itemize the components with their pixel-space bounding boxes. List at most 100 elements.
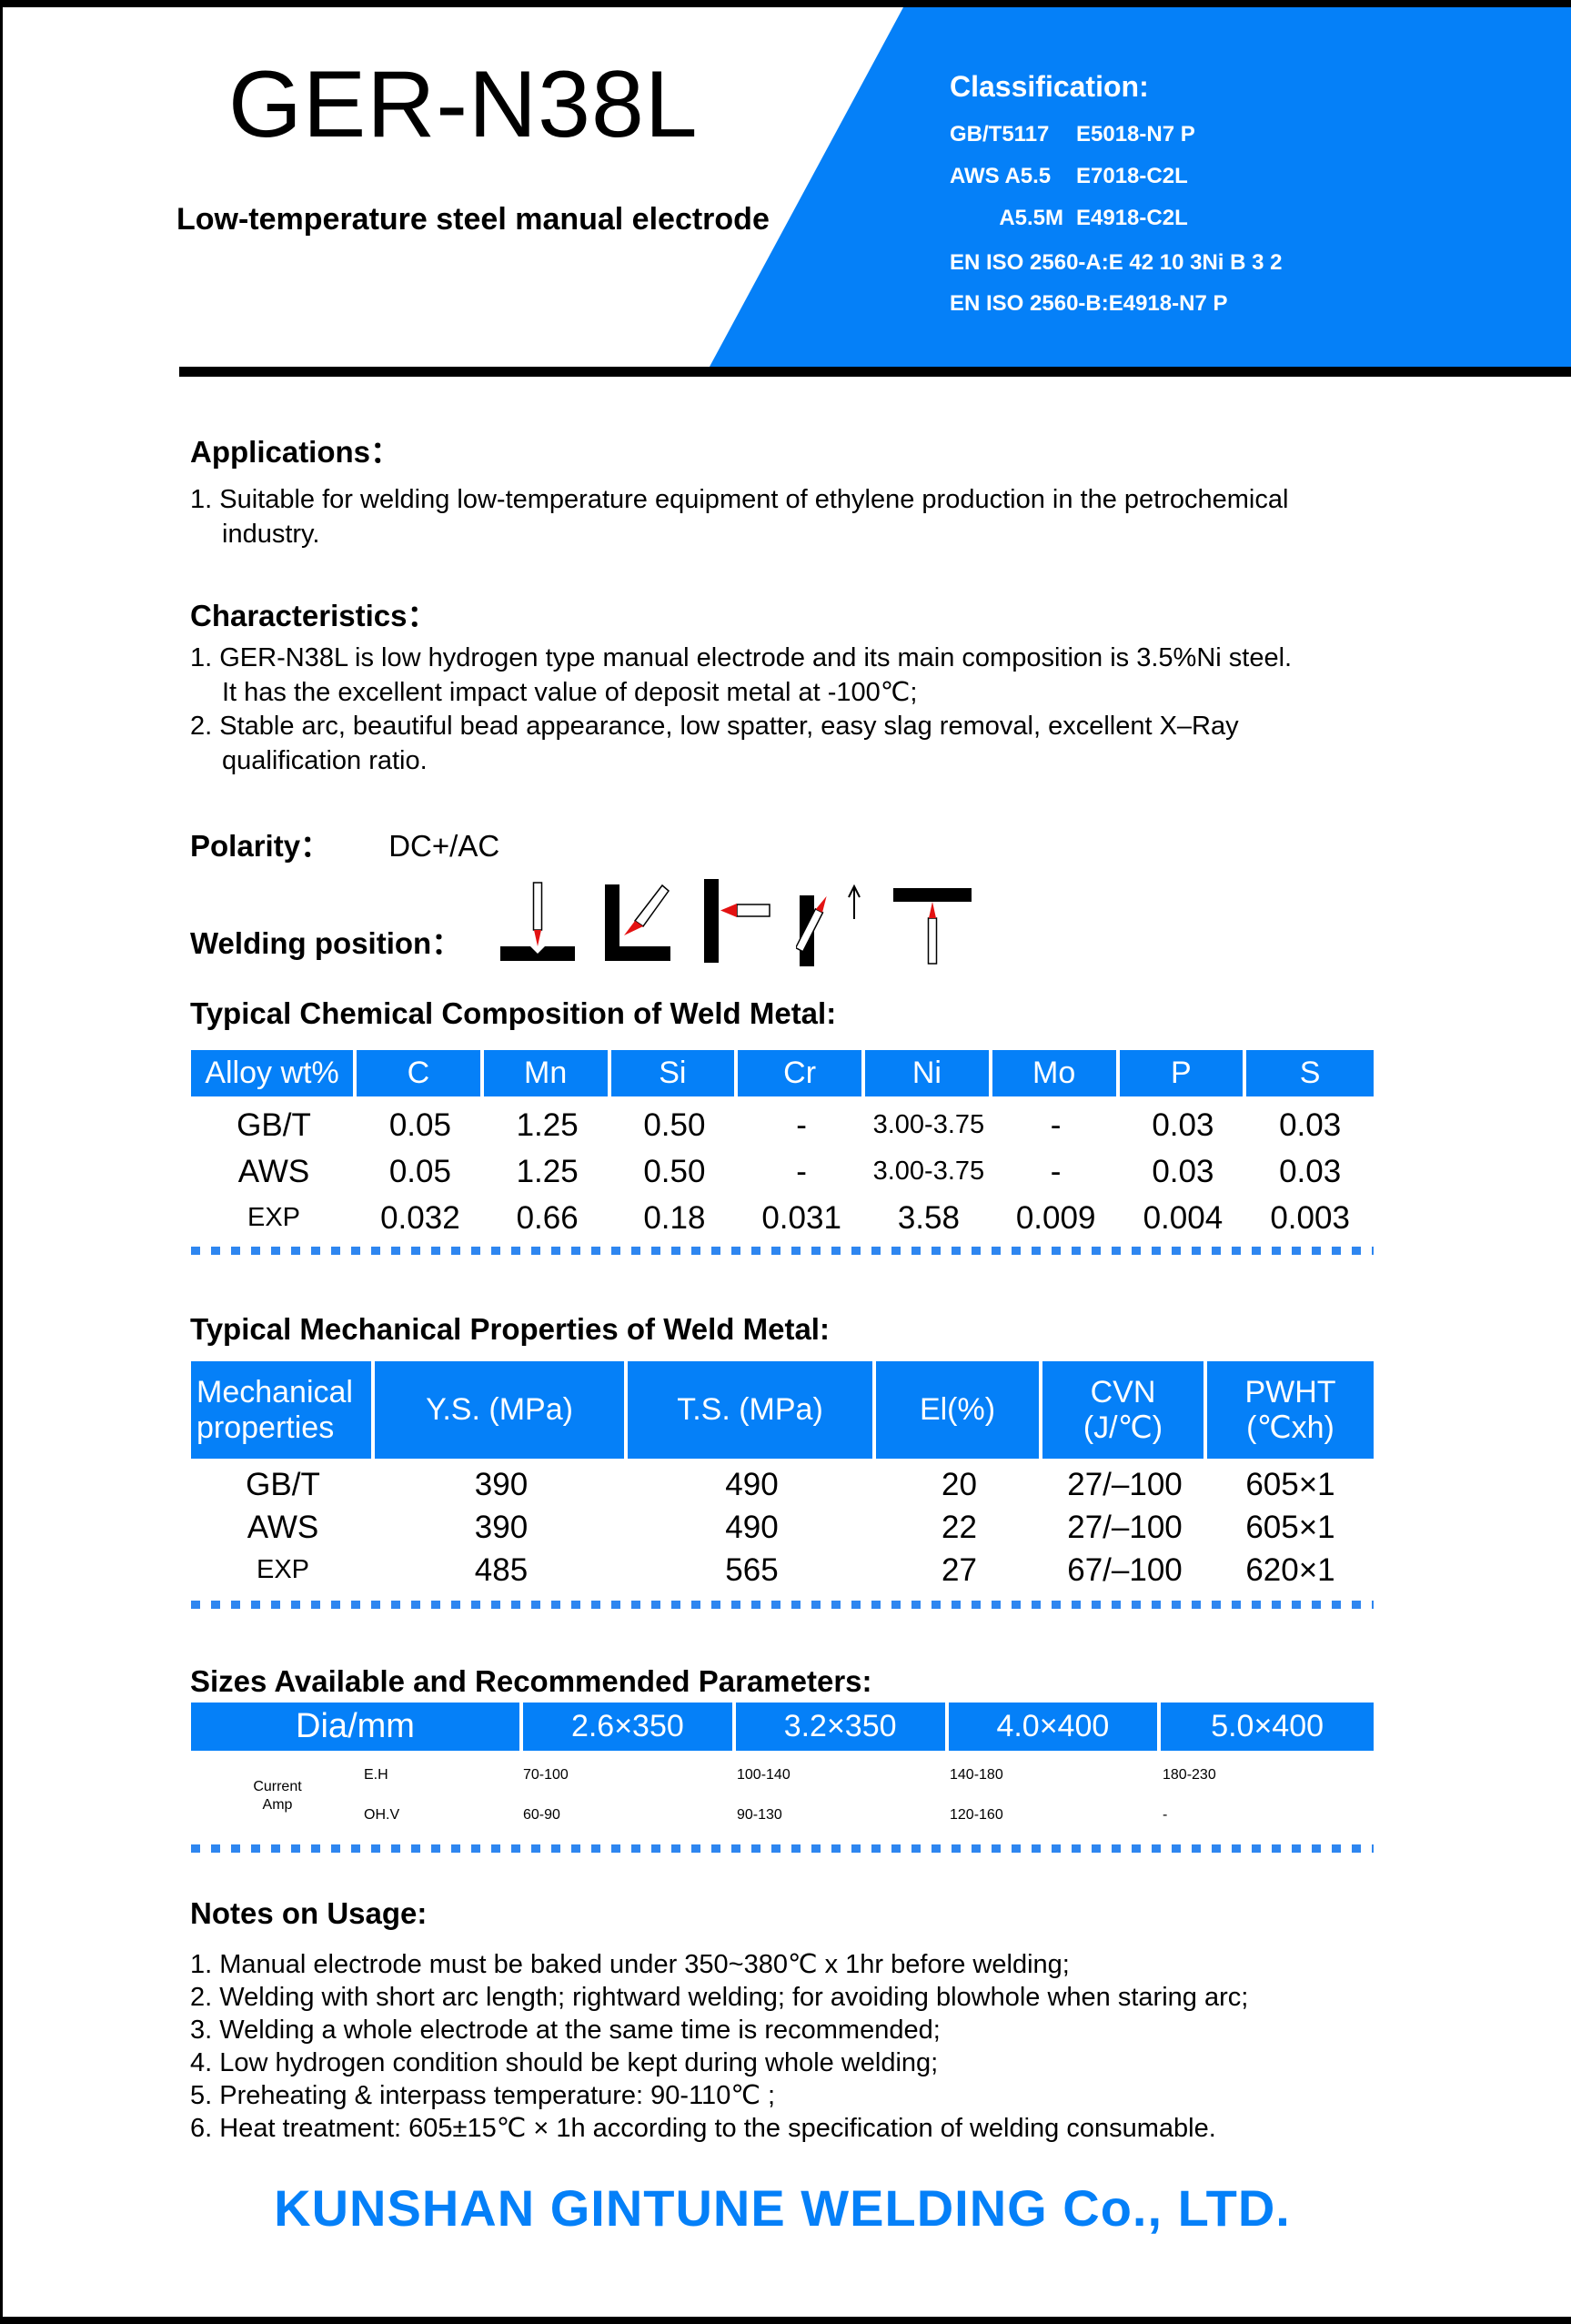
- mech-cell: 27: [942, 1551, 977, 1588]
- classification-panel: Classification: GB/T5117 E5018-N7 P AWS A5…: [710, 7, 1571, 367]
- notes-line: 4. Low hydrogen condition should be kept…: [190, 2048, 939, 2077]
- mech-table-header: Mechanical properties Y.S. (MPa) T.S. (MPa…: [191, 1361, 1374, 1459]
- mech-column-header: T.S. (MPa): [628, 1361, 876, 1459]
- mech-cell: 490: [725, 1509, 779, 1545]
- chem-cell: 0.03: [1152, 1153, 1214, 1189]
- characteristics-heading: Characteristics：: [190, 599, 438, 632]
- classification-grade: E7018-C2L: [1076, 164, 1188, 188]
- chem-column-header: Ni: [865, 1050, 992, 1096]
- chem-cell: -: [796, 1153, 807, 1189]
- notes-line: 3. Welding a whole electrode at the same…: [190, 2016, 941, 2045]
- notes-line: 5. Preheating & interpass temperature: 9…: [190, 2081, 775, 2110]
- mech-cell: 485: [474, 1551, 529, 1588]
- product-title: GER-N38L: [228, 52, 699, 157]
- sizes-cell: -: [1163, 1806, 1168, 1823]
- sizes-row-label: OH.V: [364, 1806, 400, 1823]
- mech-column-header: Mechanical properties: [191, 1361, 375, 1459]
- left-border: [0, 0, 3, 2324]
- sizes-cell: 140-180: [950, 1767, 1003, 1783]
- mech-table-separator: [191, 1601, 1374, 1609]
- chem-cell: 0.03: [1279, 1153, 1342, 1189]
- welding-position-label: Welding position：: [190, 926, 462, 960]
- chem-column-header: Cr: [738, 1050, 865, 1096]
- bottom-border: [0, 2317, 1571, 2324]
- chem-table-body: GB/T 0.05 1.25 0.50 - 3.00-3.75 - 0.03 0.03 AWS 0.…: [191, 1102, 1374, 1241]
- mech-cell: 490: [725, 1466, 779, 1502]
- chem-column-header: Mn: [483, 1050, 611, 1096]
- polarity-row: Polarity： DC+/AC: [190, 828, 499, 864]
- chem-row-label: EXP: [247, 1203, 301, 1232]
- characteristics-line: 1. GER-N38L is low hydrogen type manual …: [190, 643, 1293, 672]
- sizes-column-header: 3.2×350: [735, 1703, 949, 1751]
- notes-line: 6. Heat treatment: 605±15℃ × 1h accordin…: [190, 2114, 1216, 2143]
- chem-column-header: S: [1246, 1050, 1374, 1096]
- mech-row-label: EXP: [256, 1555, 310, 1584]
- chem-cell: 0.50: [643, 1106, 706, 1143]
- mech-table-body: GB/T 390 490 20 27/–100 605×1 AWS 390 490 22 27/–1…: [191, 1463, 1374, 1591]
- flat-position-icon: [498, 879, 577, 966]
- top-border: [0, 0, 1571, 7]
- mech-column-header: El(%): [876, 1361, 1042, 1459]
- chem-table-row: EXP 0.032 0.66 0.18 0.031 3.58 0.009 0.004 0.003: [191, 1195, 1374, 1241]
- chem-cell: 3.00-3.75: [872, 1110, 985, 1139]
- company-name: KUNSHAN GINTUNE WELDING Co., LTD.: [274, 2179, 1291, 2237]
- applications-heading: Applications：: [190, 435, 401, 469]
- welding-position-icons: [498, 879, 972, 968]
- chem-cell: 3.58: [897, 1199, 960, 1236]
- chem-table-row: AWS 0.05 1.25 0.50 - 3.00-3.75 - 0.03 0.03: [191, 1148, 1374, 1195]
- sizes-table-body: Current Amp E.H 70-100 100-140 140-180 180-23…: [191, 1756, 1374, 1835]
- notes-text: 1. Manual electrode must be baked under …: [190, 1948, 1248, 2145]
- sizes-column-header: 2.6×350: [523, 1703, 736, 1751]
- mech-column-header: Y.S. (MPa): [375, 1361, 628, 1459]
- chem-cell: 0.50: [643, 1153, 706, 1189]
- classification-en-iso-lines: EN ISO 2560-A:E 42 10 3Ni B 3 2 EN ISO 25…: [950, 242, 1283, 324]
- classification-standard: GB/T5117: [950, 122, 1050, 147]
- chem-cell: 3.00-3.75: [872, 1157, 985, 1186]
- mech-cell: 605×1: [1245, 1466, 1335, 1502]
- chem-column-header: Si: [610, 1050, 739, 1096]
- sizes-cell: 100-140: [737, 1767, 791, 1783]
- sizes-table-header: Dia/mm 2.6×350 3.2×350 4.0×400 5.0×400: [191, 1703, 1374, 1751]
- chem-column-header: C: [357, 1050, 484, 1096]
- mech-cell: 605×1: [1245, 1509, 1335, 1545]
- mech-table-row: AWS 390 490 22 27/–100 605×1: [191, 1506, 1374, 1549]
- sizes-row-label: E.H: [364, 1767, 388, 1783]
- sizes-cell: 60-90: [523, 1806, 560, 1823]
- mech-row-label: AWS: [247, 1509, 319, 1545]
- applications-text: 1. Suitable for welding low-temperature …: [190, 483, 1288, 551]
- characteristics-line: 2. Stable arc, beautiful bead appearance…: [190, 712, 1239, 741]
- notes-line: 2. Welding with short arc length; rightw…: [190, 1983, 1249, 2012]
- mech-cell: 20: [942, 1466, 977, 1502]
- chem-column-header: P: [1119, 1050, 1247, 1096]
- notes-heading: Notes on Usage:: [190, 1896, 428, 1930]
- mech-column-header: CVN (J/℃): [1042, 1361, 1207, 1459]
- classification-row: A5.5M E4918-C2L: [950, 197, 1195, 239]
- classification-standard: AWS A5.5: [950, 164, 1052, 188]
- classification-line: EN ISO 2560-B:E4918-N7 P: [950, 291, 1228, 316]
- chem-cell: 0.009: [1015, 1199, 1096, 1236]
- classification-row: AWS A5.5 E7018-C2L: [950, 156, 1195, 197]
- classification-line: EN ISO 2560-A:E 42 10 3Ni B 3 2: [950, 250, 1283, 275]
- characteristics-line: It has the excellent impact value of dep…: [222, 677, 918, 707]
- mech-cell: 22: [942, 1509, 977, 1545]
- horizontal-position-icon: [699, 879, 771, 966]
- polarity-label: Polarity：: [190, 829, 331, 863]
- chem-row-label: AWS: [237, 1153, 310, 1189]
- chem-cell: -: [1050, 1106, 1062, 1143]
- vertical-up-position-icon: [796, 879, 869, 966]
- sizes-group-label: Current Amp: [253, 1778, 302, 1813]
- mech-cell: 27/–100: [1067, 1509, 1183, 1545]
- chem-table-row: GB/T 0.05 1.25 0.50 - 3.00-3.75 - 0.03 0.03: [191, 1102, 1374, 1148]
- sizes-cell: 120-160: [950, 1806, 1003, 1823]
- mech-cell: 67/–100: [1067, 1551, 1183, 1588]
- chem-row-label: GB/T: [237, 1106, 311, 1143]
- chem-cell: -: [1050, 1153, 1062, 1189]
- mech-column-header: PWHT (℃xh): [1207, 1361, 1374, 1459]
- chem-cell: 0.18: [643, 1199, 706, 1236]
- sizes-dia-header: Dia/mm: [191, 1703, 523, 1751]
- chem-cell: 1.25: [516, 1153, 579, 1189]
- chem-cell: 1.25: [516, 1106, 579, 1143]
- classification-grade: E4918-C2L: [1076, 206, 1188, 230]
- classification-heading: Classification:: [950, 70, 1149, 103]
